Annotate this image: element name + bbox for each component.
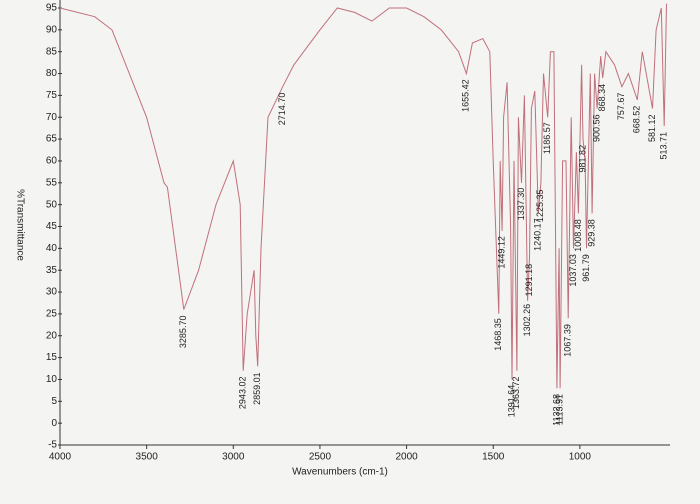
y-tick-label: 65 xyxy=(46,134,58,145)
spectrum-line xyxy=(59,3,667,389)
y-tick-label: 85 xyxy=(46,46,58,57)
peak-label: 1037.03 xyxy=(568,254,578,287)
peak-label: 929.38 xyxy=(586,219,596,247)
y-tick-label: 75 xyxy=(46,90,58,101)
peak-label: 1132.68 xyxy=(551,394,561,426)
y-tick-label: 30 xyxy=(46,287,58,298)
peak-label: 2943.02 xyxy=(238,377,248,410)
y-tick-label: 25 xyxy=(46,309,58,320)
peak-label: 1186.57 xyxy=(542,122,552,154)
x-tick-label: 3500 xyxy=(136,452,159,463)
peak-label: 1225.35 xyxy=(535,190,545,223)
y-tick-label: 45 xyxy=(46,221,58,232)
peak-label: 868.34 xyxy=(597,84,607,112)
peak-label: 1391.64 xyxy=(506,385,516,418)
y-tick-label: 70 xyxy=(46,112,58,123)
peak-label: 2859.01 xyxy=(252,372,262,405)
peak-label: 1468.35 xyxy=(493,318,503,351)
peak-label: 1655.42 xyxy=(461,79,471,112)
y-tick-label: 35 xyxy=(46,265,58,276)
peak-label: 961.79 xyxy=(581,254,591,282)
y-tick-label: 50 xyxy=(46,199,58,210)
peak-label: 1113.91 xyxy=(555,394,565,425)
y-tick-label: 15 xyxy=(46,352,58,363)
peak-label: 581.12 xyxy=(647,114,657,142)
y-axis-label: %Transmittance xyxy=(14,189,25,261)
peak-label: 513.71 xyxy=(659,132,669,160)
y-tick-label: 10 xyxy=(46,374,58,385)
peak-label: 1291.18 xyxy=(524,264,534,297)
peak-label: 900.56 xyxy=(591,114,601,142)
y-tick-label: 80 xyxy=(46,68,58,79)
peak-label: 1337.30 xyxy=(516,188,526,221)
x-tick-label: 2500 xyxy=(309,452,332,463)
peak-label: 2714.70 xyxy=(277,93,287,126)
x-axis-label: Wavenumbers (cm-1) xyxy=(292,467,388,478)
peak-label: 1302.26 xyxy=(522,304,532,337)
y-tick-label: 20 xyxy=(46,330,58,341)
y-tick-label: 55 xyxy=(46,177,58,188)
y-tick-label: 40 xyxy=(46,243,58,254)
y-tick-label: 5 xyxy=(51,396,57,407)
x-tick-label: 2000 xyxy=(395,452,418,463)
y-tick-label: 95 xyxy=(46,3,58,14)
peak-label: 668.52 xyxy=(632,106,642,134)
y-tick-label: 0 xyxy=(51,418,57,429)
x-tick-label: 4000 xyxy=(49,452,72,463)
peak-label: 981.82 xyxy=(577,145,587,173)
peak-label: 1240.17 xyxy=(533,218,543,251)
peak-label: 757.67 xyxy=(616,93,626,121)
x-tick-label: 3000 xyxy=(222,452,245,463)
peak-label: 1008.48 xyxy=(573,219,583,252)
peak-label: 1067.39 xyxy=(563,324,573,357)
x-tick-label: 1000 xyxy=(569,452,592,463)
peak-label: 1363.72 xyxy=(511,376,521,409)
y-tick-label: -5 xyxy=(48,440,57,451)
x-tick-label: 1500 xyxy=(482,452,505,463)
peak-label: 1449.12 xyxy=(496,236,506,269)
peak-label: 3285.70 xyxy=(178,316,188,349)
y-tick-label: 90 xyxy=(46,24,58,35)
y-tick-label: 60 xyxy=(46,156,58,167)
